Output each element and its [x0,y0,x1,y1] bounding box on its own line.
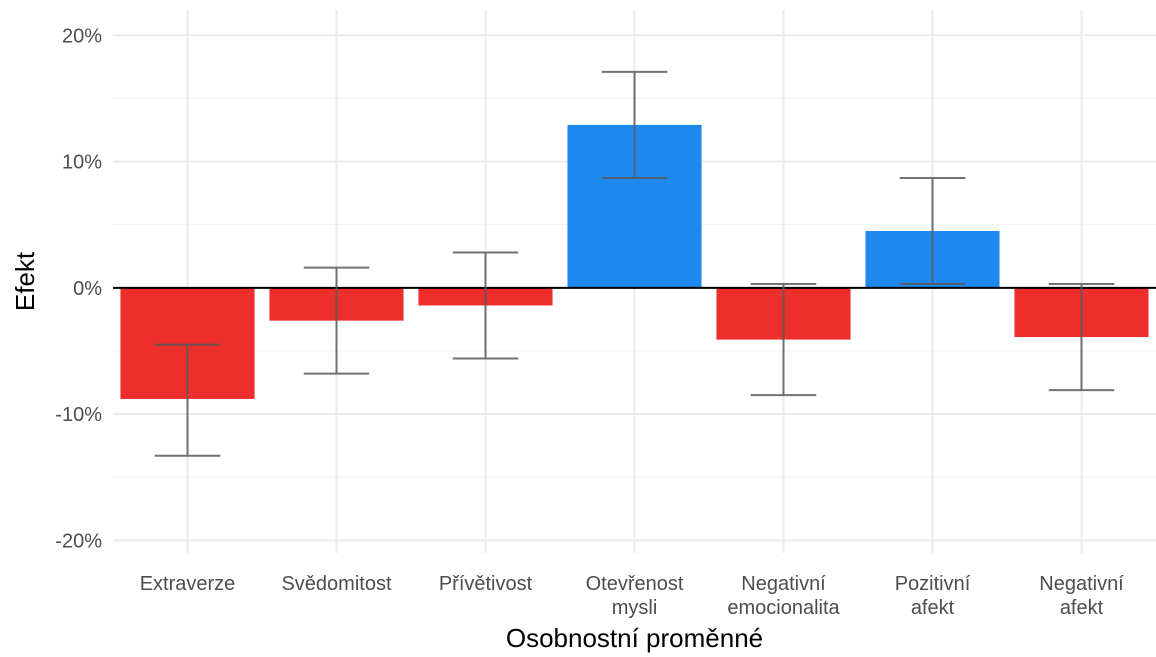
x-tick-label: Negativní afekt [1039,573,1124,619]
x-tick-label-line: Negativní [741,573,826,595]
y-tick-label: 0% [73,278,102,300]
y-tick-label: 10% [62,152,102,174]
x-tick-label-line: afekt [1060,597,1104,619]
error-bar [601,70,668,179]
y-axis-ticks: -20% -10% 0% 10% 20% [55,25,102,552]
x-tick-label: Pozitivní afekt [895,573,971,619]
x-tick-label-line: Přívětivost [439,573,533,595]
x-tick-label-line: Extraverze [140,573,236,595]
error-bar [154,343,221,457]
x-tick-label-line: Svědomitost [281,573,391,595]
x-tick-label: Extraverze [140,573,236,595]
x-tick-label-line: Pozitivní [895,573,971,595]
y-tick-label: -10% [55,404,102,426]
x-tick-label-line: Otevřenost [586,573,684,595]
x-tick-label: Otevřenost mysli [586,573,684,619]
error-bar [452,251,519,360]
x-axis-ticks: Extraverze Svědomitost Přívětivost Otevřeno… [140,573,1124,619]
y-axis-title: Efekt [10,251,40,311]
x-tick-label: Svědomitost [281,573,391,595]
error-bar [303,266,370,375]
x-axis-title: Osobnostní proměnné [506,623,763,653]
error-bars [154,70,1115,457]
bars [120,124,1149,399]
y-tick-label: -20% [55,530,102,552]
x-tick-label: Přívětivost [439,573,533,595]
x-tick-label-line: afekt [911,597,955,619]
error-bar [899,176,966,286]
x-tick-label: Negativní emocionalita [727,573,840,619]
error-bar [1048,283,1115,392]
error-bar [750,283,817,397]
x-tick-label-line: Negativní [1039,573,1124,595]
y-tick-label: 20% [62,25,102,47]
x-tick-label-line: mysli [612,597,658,619]
x-tick-label-line: emocionalita [727,597,840,619]
